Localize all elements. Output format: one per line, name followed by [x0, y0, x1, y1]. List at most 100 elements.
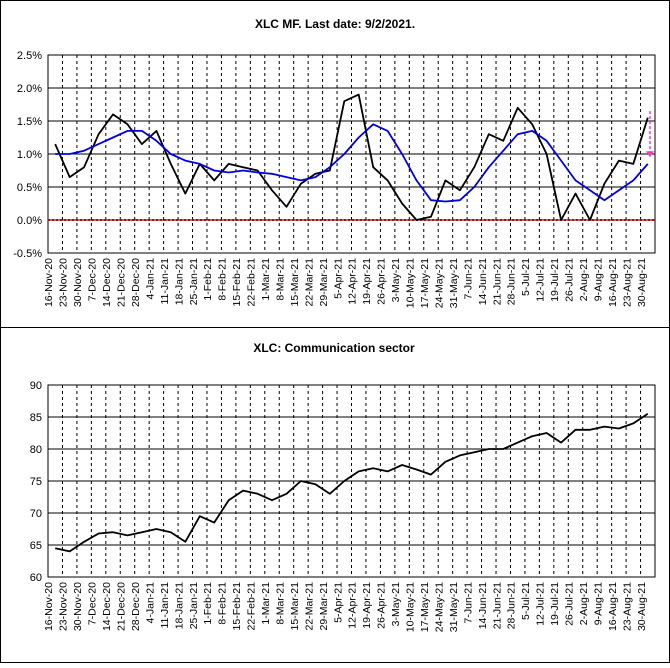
- y-tick-label: 2.0%: [17, 83, 42, 95]
- x-tick-label: 23-Aug-21: [621, 582, 633, 631]
- x-tick-label: 1-Feb-21: [202, 258, 214, 301]
- x-tick-label: 26-Apr-21: [376, 258, 388, 305]
- x-tick-label: 28-Jun-21: [506, 582, 518, 629]
- x-tick-label: 7-Jun-21: [462, 258, 474, 300]
- x-tick-label: 21-Dec-20: [115, 258, 127, 307]
- y-tick-label: 75: [30, 476, 42, 488]
- x-tick-label: 19-Apr-21: [361, 582, 373, 629]
- x-tick-label: 26-Apr-21: [376, 582, 388, 629]
- x-tick-label: 1-Mar-21: [260, 258, 272, 301]
- x-tick-label: 22-Feb-21: [246, 258, 258, 307]
- x-tick-label: 11-Jan-21: [159, 582, 171, 629]
- x-tick-label: 24-May-21: [433, 258, 445, 308]
- x-tick-label: 19-Jul-21: [549, 582, 561, 626]
- y-tick-label: 1.5%: [17, 116, 42, 128]
- x-tick-label: 30-Nov-20: [72, 582, 84, 631]
- plot-area-border: [47, 384, 656, 578]
- x-tick-label: 1-Feb-21: [202, 582, 214, 625]
- x-tick-label: 7-Dec-20: [87, 582, 99, 625]
- bottom-chart-title: XLC: Communication sector: [253, 341, 415, 355]
- x-tick-label: 15-Mar-21: [289, 582, 301, 631]
- x-tick-label: 14-Dec-20: [101, 258, 113, 307]
- x-tick-label: 22-Feb-21: [246, 582, 258, 631]
- y-tick-label: 2.5%: [17, 50, 42, 62]
- x-tick-label: 2-Aug-21: [578, 258, 590, 301]
- x-tick-label: 2-Aug-21: [578, 582, 590, 625]
- x-tick-label: 4-Jan-21: [144, 582, 156, 624]
- y-tick-label: 70: [30, 508, 42, 520]
- x-tick-label: 29-Mar-21: [318, 258, 330, 307]
- x-tick-label: 12-Apr-21: [347, 258, 359, 305]
- x-tick-label: 19-Apr-21: [361, 258, 373, 305]
- series-line-0: [55, 413, 649, 553]
- x-tick-label: 23-Nov-20: [58, 258, 70, 307]
- x-tick-label: 10-May-21: [405, 582, 417, 632]
- x-tick-label: 18-Jan-21: [173, 258, 185, 305]
- x-tick-label: 17-May-21: [419, 258, 431, 308]
- series-line-0: [54, 93, 649, 221]
- top-chart: -0.5%0.0%0.5%1.0%1.5%2.0%2.5%16-Nov-20 23…: [13, 50, 656, 308]
- x-tick-label: 12-Jul-21: [535, 258, 547, 302]
- bottom-chart: 60 65 70 75 80 85 90 16-Nov-20 23-Nov-20 30-Nov-2…: [30, 380, 656, 632]
- x-tick-label: 16-Aug-21: [607, 258, 619, 307]
- y-tick-label: 80: [30, 444, 42, 456]
- x-tick-label: 23-Aug-21: [621, 258, 633, 307]
- x-tick-label: 5-Apr-21: [332, 258, 344, 299]
- x-tick-label: 5-Jul-21: [520, 582, 532, 620]
- x-tick-label: 14-Dec-20: [101, 582, 113, 631]
- x-tick-label: 3-May-21: [390, 582, 402, 627]
- x-tick-label: 30-Aug-21: [636, 582, 648, 631]
- y-tick-label: 0.5%: [17, 182, 42, 194]
- x-tick-label: 16-Nov-20: [43, 582, 55, 631]
- x-tick-label: 10-May-21: [405, 258, 417, 308]
- x-tick-label: 31-May-21: [448, 582, 460, 632]
- x-tick-label: 21-Jun-21: [491, 582, 503, 629]
- x-tick-label: 12-Apr-21: [347, 582, 359, 629]
- x-tick-label: 5-Apr-21: [332, 582, 344, 623]
- x-tick-label: 9-Aug-21: [592, 258, 604, 301]
- x-tick-label: 14-Jun-21: [477, 258, 489, 305]
- x-tick-label: 18-Jan-21: [173, 582, 185, 629]
- y-tick-label: 1.0%: [17, 149, 42, 161]
- x-tick-label: 5-Jul-21: [520, 258, 532, 296]
- x-tick-label: 7-Jun-21: [462, 582, 474, 624]
- x-tick-label: 28-Dec-20: [130, 582, 142, 631]
- x-tick-label: 31-May-21: [448, 258, 460, 308]
- y-tick-label: 65: [30, 540, 42, 552]
- y-tick-label: 0.0%: [17, 215, 42, 227]
- x-tick-label: 22-Mar-21: [303, 258, 315, 307]
- x-tick-label: 11-Jan-21: [159, 258, 171, 305]
- x-tick-label: 8-Feb-21: [217, 582, 229, 625]
- projection-arrow-head: [646, 151, 654, 158]
- series-line-1: [55, 123, 649, 203]
- top-chart-title: XLC MF. Last date: 9/2/2021.: [255, 17, 415, 31]
- x-tick-label: 25-Jan-21: [188, 582, 200, 629]
- y-tick-label: 90: [30, 380, 42, 392]
- x-tick-label: 15-Feb-21: [231, 258, 243, 307]
- x-tick-label: 26-Jul-21: [564, 582, 576, 626]
- x-tick-label: 25-Jan-21: [188, 258, 200, 305]
- x-tick-label: 22-Mar-21: [303, 582, 315, 631]
- x-tick-label: 12-Jul-21: [535, 582, 547, 626]
- x-tick-label: 8-Mar-21: [274, 258, 286, 301]
- x-tick-label: 15-Mar-21: [289, 258, 301, 307]
- x-tick-label: 4-Jan-21: [144, 258, 156, 300]
- y-tick-label: 85: [30, 412, 42, 424]
- x-tick-label: 26-Jul-21: [564, 258, 576, 302]
- x-tick-label: 23-Nov-20: [58, 582, 70, 631]
- x-tick-label: 8-Mar-21: [274, 582, 286, 625]
- y-tick-label: 60: [30, 572, 42, 584]
- x-tick-label: 16-Aug-21: [607, 582, 619, 631]
- x-tick-label: 14-Jun-21: [477, 582, 489, 629]
- x-tick-label: 8-Feb-21: [217, 258, 229, 301]
- x-tick-label: 7-Dec-20: [87, 258, 99, 301]
- x-tick-label: 19-Jul-21: [549, 258, 561, 302]
- x-tick-label: 17-May-21: [419, 582, 431, 632]
- x-tick-label: 21-Jun-21: [491, 258, 503, 305]
- x-tick-label: 28-Jun-21: [506, 258, 518, 305]
- x-tick-label: 30-Aug-21: [636, 258, 648, 307]
- x-tick-label: 29-Mar-21: [318, 582, 330, 631]
